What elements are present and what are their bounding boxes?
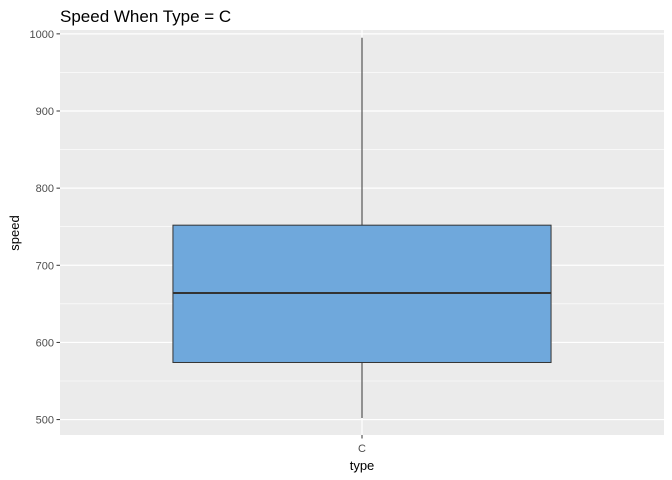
chart-title: Speed When Type = C xyxy=(60,7,231,26)
y-tick-label: 600 xyxy=(36,337,54,349)
x-axis-ticks: C xyxy=(358,435,366,455)
y-tick-label: 500 xyxy=(36,415,54,427)
y-tick-label: 1000 xyxy=(30,29,54,41)
y-axis-title: speed xyxy=(7,215,22,250)
box-C xyxy=(172,37,552,419)
y-axis-ticks: 500 600 700 800 900 1000 xyxy=(30,29,60,427)
x-tick-label: C xyxy=(358,443,366,455)
y-tick-label: 700 xyxy=(36,260,54,272)
y-tick-label: 800 xyxy=(36,183,54,195)
y-tick-label: 900 xyxy=(36,106,54,118)
boxes xyxy=(172,37,552,419)
x-axis-title: type xyxy=(350,458,375,473)
